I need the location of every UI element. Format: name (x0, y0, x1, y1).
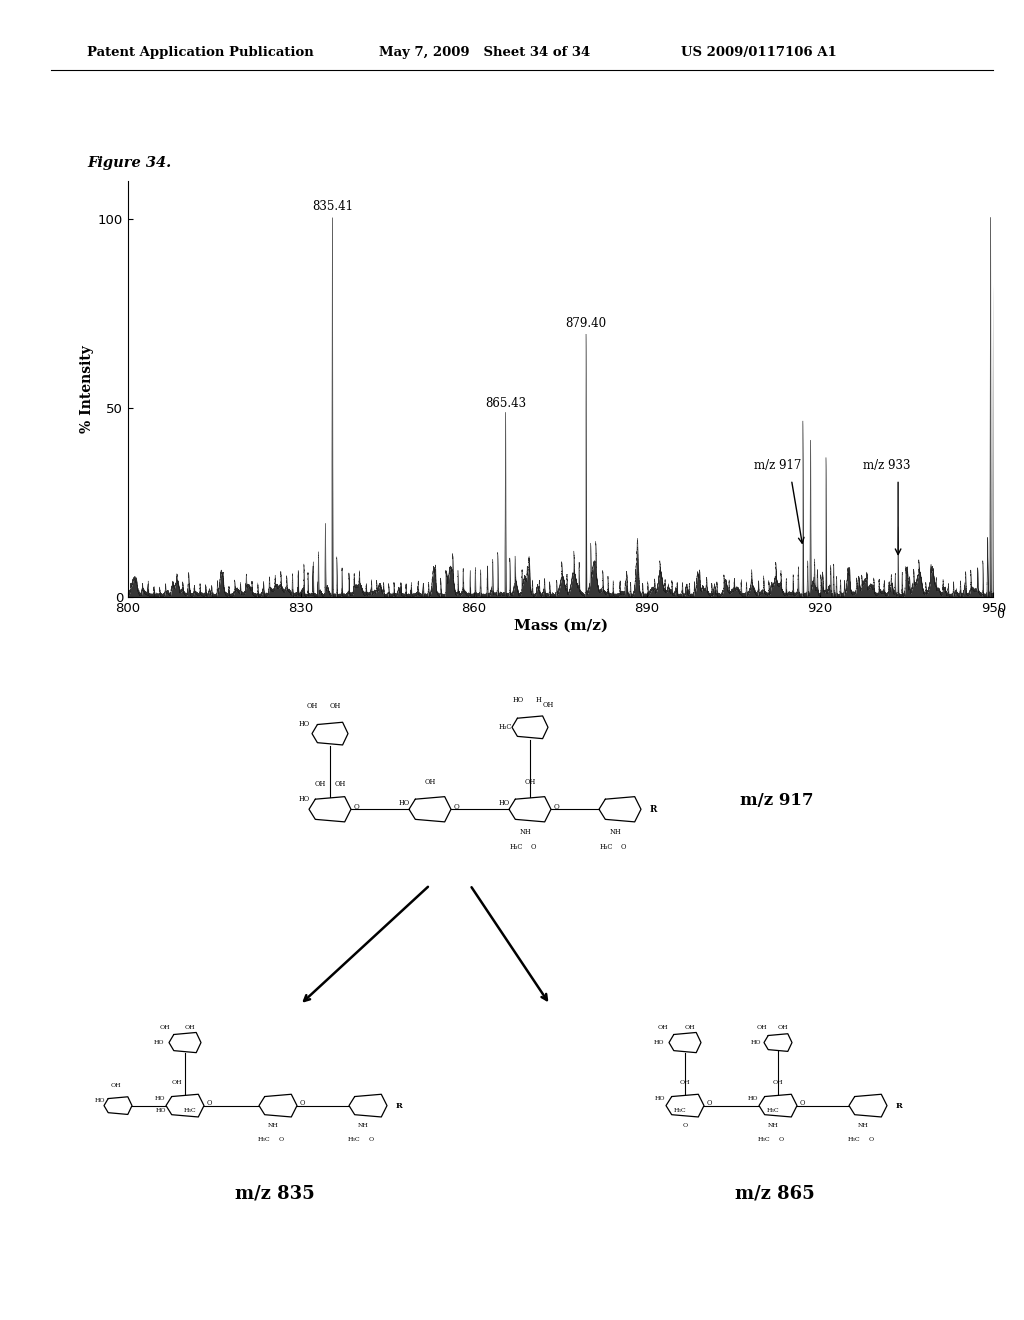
Text: HO: HO (748, 1096, 758, 1101)
Text: HO: HO (512, 696, 523, 704)
Text: H₃C: H₃C (674, 1109, 686, 1113)
Text: m/z 835: m/z 835 (236, 1185, 314, 1203)
Text: O: O (353, 803, 358, 810)
Text: HO: HO (155, 1096, 165, 1101)
Text: May 7, 2009   Sheet 34 of 34: May 7, 2009 Sheet 34 of 34 (379, 46, 590, 59)
Text: OH: OH (543, 701, 554, 709)
Text: H₃C: H₃C (509, 843, 522, 851)
Text: O: O (621, 843, 626, 851)
Text: m/z 933: m/z 933 (863, 459, 911, 471)
Text: R: R (649, 805, 656, 813)
Text: OH: OH (680, 1080, 690, 1085)
Text: H₃C: H₃C (258, 1137, 270, 1142)
Text: 879.40: 879.40 (565, 317, 606, 330)
Text: H₃C: H₃C (848, 1137, 860, 1142)
Text: NH: NH (858, 1123, 868, 1129)
Text: m/z 865: m/z 865 (735, 1185, 815, 1203)
Text: O: O (800, 1100, 805, 1107)
Text: OH: OH (172, 1080, 182, 1085)
Text: OH: OH (685, 1024, 695, 1030)
Text: O: O (553, 803, 559, 810)
Text: O: O (530, 843, 536, 851)
Text: OH: OH (184, 1024, 196, 1030)
Text: HO: HO (654, 1096, 666, 1101)
Text: H₃C: H₃C (767, 1109, 779, 1113)
Text: HO: HO (499, 799, 510, 807)
Text: O: O (299, 1100, 305, 1107)
Text: OH: OH (330, 702, 341, 710)
Text: H₃C: H₃C (758, 1137, 770, 1142)
Y-axis label: % Intensity: % Intensity (80, 345, 94, 433)
Text: O: O (206, 1100, 212, 1107)
Text: H₃C: H₃C (499, 723, 512, 731)
Text: H: H (536, 696, 541, 704)
Text: O: O (454, 803, 459, 810)
Text: NH: NH (609, 828, 621, 836)
Text: HO: HO (653, 1040, 665, 1045)
Text: NH: NH (768, 1123, 778, 1129)
Text: HO: HO (156, 1109, 166, 1113)
Text: OH: OH (757, 1024, 767, 1030)
Text: HO: HO (298, 795, 309, 803)
Text: O: O (682, 1123, 687, 1129)
Text: O: O (279, 1137, 284, 1142)
Text: HO: HO (398, 799, 410, 807)
Text: HO: HO (154, 1040, 164, 1045)
Text: NH: NH (357, 1123, 369, 1129)
Text: OH: OH (424, 777, 435, 785)
Text: Figure 34.: Figure 34. (87, 156, 171, 170)
Text: OH: OH (773, 1080, 783, 1085)
Text: HO: HO (298, 719, 309, 727)
Text: 0: 0 (996, 609, 1005, 620)
Text: O: O (868, 1137, 873, 1142)
Text: OH: OH (335, 780, 346, 788)
Text: HO: HO (751, 1040, 761, 1045)
Text: OH: OH (314, 780, 326, 788)
Text: OH: OH (111, 1082, 121, 1088)
Text: m/z 917: m/z 917 (740, 792, 813, 809)
X-axis label: Mass (m/z): Mass (m/z) (514, 619, 607, 632)
Text: NH: NH (267, 1123, 279, 1129)
Text: m/z 917: m/z 917 (754, 459, 801, 471)
Text: OH: OH (160, 1024, 170, 1030)
Text: Patent Application Publication: Patent Application Publication (87, 46, 313, 59)
Text: O: O (778, 1137, 783, 1142)
Text: O: O (369, 1137, 374, 1142)
Text: NH: NH (519, 828, 530, 836)
Text: US 2009/0117106 A1: US 2009/0117106 A1 (681, 46, 837, 59)
Text: R: R (395, 1102, 402, 1110)
Text: 835.41: 835.41 (311, 199, 352, 213)
Text: OH: OH (306, 702, 317, 710)
Text: H₃C: H₃C (599, 843, 612, 851)
Text: H₃C: H₃C (348, 1137, 360, 1142)
Text: HO: HO (95, 1098, 105, 1104)
Text: OH: OH (524, 777, 536, 785)
Text: H₃C: H₃C (183, 1109, 197, 1113)
Text: OH: OH (778, 1024, 788, 1030)
Text: OH: OH (657, 1024, 669, 1030)
Text: R: R (896, 1102, 902, 1110)
Text: 865.43: 865.43 (485, 396, 526, 409)
Text: O: O (707, 1100, 712, 1107)
